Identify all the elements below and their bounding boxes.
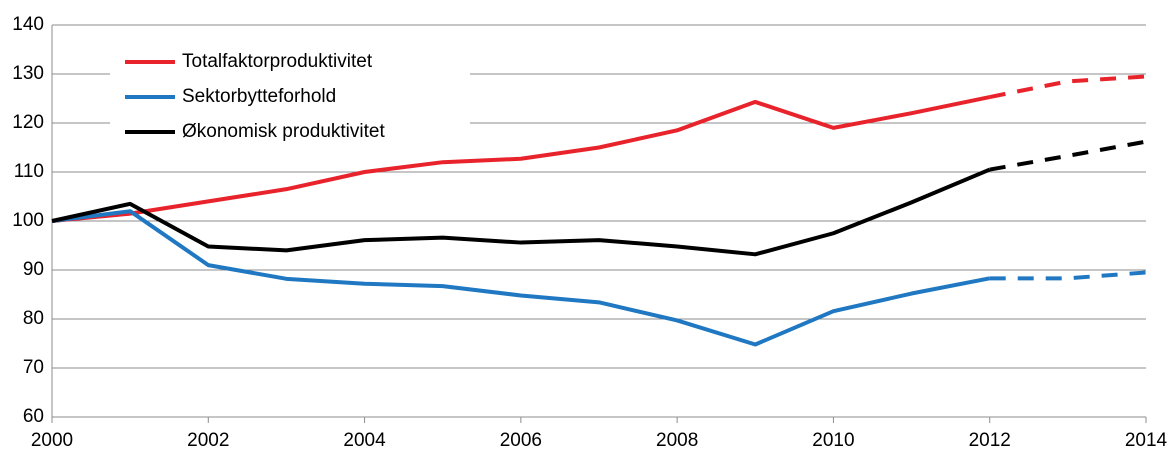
y-tick-label: 100 [12, 210, 44, 231]
x-tick-label: 2012 [969, 430, 1011, 451]
y-tick-label: 80 [23, 308, 44, 329]
x-tick-label: 2014 [1125, 430, 1168, 451]
legend-label: Totalfaktorproduktivitet [182, 51, 373, 72]
line [51, 209, 991, 347]
line-projection [989, 74, 1147, 99]
y-tick-label: 130 [12, 63, 44, 84]
y-tick-label: 70 [23, 357, 44, 378]
legend-label: Økonomisk produktivitet [182, 121, 385, 142]
y-tick-label: 90 [23, 259, 44, 280]
x-tick-label: 2008 [656, 430, 698, 451]
legend-label: Sektorbytteforhold [182, 86, 336, 107]
line-projection [989, 139, 1147, 172]
line-projection [989, 270, 1147, 281]
x-tick-label: 2010 [812, 430, 854, 451]
x-tick-label: 2002 [187, 430, 229, 451]
y-tick-label: 60 [23, 406, 44, 427]
line [51, 95, 991, 223]
line [51, 167, 991, 257]
x-tick-label: 2000 [31, 430, 73, 451]
y-tick-label: 110 [14, 161, 44, 182]
y-tick-label: 140 [12, 14, 44, 35]
y-tick-label: 120 [12, 112, 44, 133]
x-tick-label: 2004 [343, 430, 386, 451]
x-tick-label: 2006 [500, 430, 542, 451]
